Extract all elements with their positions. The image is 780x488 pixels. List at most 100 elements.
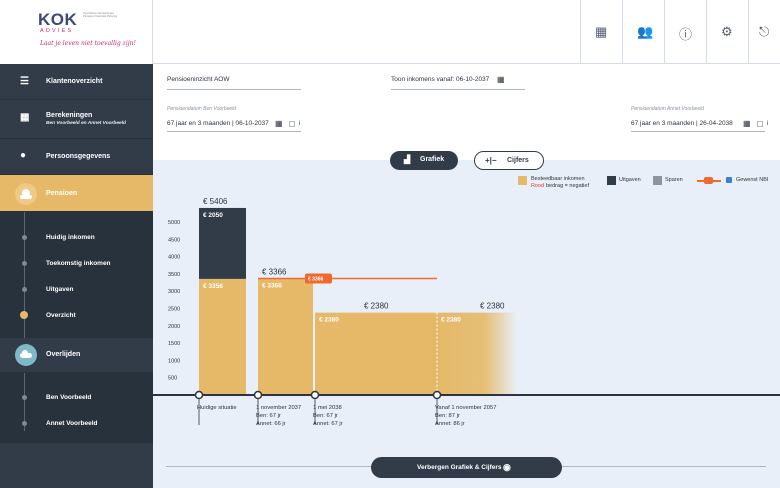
timeline-point (310, 390, 320, 400)
verbergen-grafiek-button[interactable]: Verbergen Grafiek & Cijfers ◉ (371, 457, 562, 478)
x-category-detail: Ben: 67 jr (313, 413, 338, 419)
bar-uitgaven (199, 207, 246, 279)
y-tick-label: 4000 (168, 255, 180, 261)
timeline-point (194, 390, 204, 400)
bar-besteedbaar-inkomen (315, 312, 437, 395)
annet-underline (631, 131, 765, 132)
calendar-icon[interactable]: ▦ (743, 119, 751, 128)
bar-label-uitgaven: € 2050 (203, 212, 223, 219)
calculator-button[interactable]: ▦ (580, 0, 622, 64)
annet-checkbox[interactable] (757, 121, 763, 127)
info-icon[interactable]: i (299, 120, 301, 127)
x-category-detail: Ben: 67 jr (256, 413, 281, 419)
y-tick-label: 3500 (168, 272, 180, 278)
x-category-detail: Annet: 86 jr (435, 421, 465, 427)
overlijden-subnav: Ben Voorbeeld Annet Voorbeeld (0, 373, 153, 443)
y-tick-label: 4500 (168, 237, 180, 243)
ben-pensioendatum-field[interactable]: 67 jaar en 3 maanden | 06-10-2037 (167, 120, 269, 127)
bar-total-label: € 2380 (364, 302, 389, 311)
bar-besteedbaar-inkomen (258, 278, 313, 395)
sidebar-item-berekeningen[interactable]: ▦ Berekeningen Ben Voorbeeld en Annet Vo… (0, 100, 153, 139)
calendar-icon[interactable]: ▦ (275, 119, 283, 128)
bar-total-label: € 5406 (203, 197, 228, 206)
bar-besteedbaar-inkomen (199, 278, 246, 395)
topbar: ▦ 👥 ⓘ ⚙ ⎋ (153, 0, 780, 64)
x-category-label: 1 november 2037 (256, 405, 301, 411)
logo-sub: ADVIES (40, 28, 74, 34)
sidebar-item-overlijden[interactable]: Overlijden (0, 338, 153, 373)
ben-checkbox[interactable] (289, 121, 295, 127)
toon-underline (391, 89, 525, 90)
x-category-label: Huidige situatie (197, 405, 237, 411)
bar-besteedbaar-inkomen (437, 312, 517, 395)
sidebar-item-label: Pensioen (46, 190, 78, 197)
cijfers-toggle-button[interactable]: +|− Cijfers (474, 151, 544, 170)
grafiek-toggle-button[interactable]: ▟ Grafiek (390, 151, 458, 170)
tagline: Laat je leven niet toevallig zijn! (40, 40, 136, 47)
x-category-label: 1 mei 2038 (313, 405, 342, 411)
y-tick-label: 2500 (168, 307, 180, 313)
ben-underline (167, 131, 301, 132)
gewenst-nbi-marker (305, 273, 332, 284)
pensioen-subnav: Huidig inkomen Toekomstig inkomen Uitgav… (0, 212, 153, 338)
y-tick-label: 1500 (168, 341, 180, 347)
y-tick-label: 1000 (168, 358, 180, 364)
cloud-icon (15, 344, 37, 366)
timeline-dot (22, 287, 27, 292)
sidebar-item-label: Berekeningen (46, 112, 93, 119)
y-tick-label: 5000 (168, 220, 180, 226)
legend-rood-rest: bedrag = negatief (546, 183, 589, 189)
timeline-dot (22, 261, 27, 266)
logo-text: KOK (38, 10, 78, 29)
scenario-select[interactable]: Pensioeninzicht AOW (167, 76, 230, 83)
info-icon[interactable]: i (767, 120, 769, 127)
y-tick-label: 500 (168, 376, 177, 382)
eye-icon: ◉ (503, 462, 511, 472)
annet-pensioendatum-field[interactable]: 67 jaar en 3 maanden | 26-04-2038 (631, 120, 733, 127)
logout-icon: ⎋ (759, 24, 770, 39)
sidebar-item-persoonsgegevens[interactable]: ● Persoonsgegevens (0, 139, 153, 175)
settings-icon: ⚙ (721, 24, 733, 39)
subnav-timeline (24, 373, 25, 431)
settings-button[interactable]: ⚙ (706, 0, 748, 64)
sidebar-item-label: Persoonsgegevens (46, 153, 111, 160)
timeline-dot (22, 395, 27, 400)
calculator-icon: ▦ (20, 112, 30, 123)
ben-pensioendatum-label: Pensioendatum Ben Voorbeeld (167, 106, 237, 112)
toon-inkomens-field[interactable]: Toon inkomens vanaf: 06-10-2037 (391, 76, 490, 83)
bar-label-besteedbaar: € 3356 (203, 283, 223, 290)
x-category-detail: Annet: 67 jr (313, 421, 343, 427)
help-button[interactable]: ⓘ (664, 0, 706, 64)
person-icon: ● (20, 150, 27, 161)
bar-total-label: € 3366 (262, 268, 287, 277)
subnav-timeline (24, 212, 25, 338)
timeline-point (253, 390, 263, 400)
timeline-dot (22, 421, 27, 426)
cijfers-label: Cijfers (507, 157, 529, 164)
bar-label-besteedbaar: € 2380 (441, 317, 461, 324)
bar-chart-icon: ▟ (404, 155, 411, 164)
sidebar-item-label: Overlijden (46, 351, 81, 358)
x-category-label: Vanaf 1 november 2057 (435, 405, 496, 411)
bar-label-besteedbaar: € 2380 (319, 317, 339, 324)
help-icon: ⓘ (679, 27, 693, 42)
users-button[interactable]: 👥 (622, 0, 664, 64)
logout-button[interactable]: ⎋ (748, 0, 780, 64)
timeline-point (432, 390, 442, 400)
sidebar-item-sublabel: Ben Voorbeeld en Annet Voorbeeld (46, 121, 126, 126)
logo-small-text: Hypotheken Verzekeringen Pensioen Financ… (83, 12, 118, 19)
x-category-detail: Ben: 87 jr (435, 413, 460, 419)
calendar-icon[interactable]: ▦ (497, 75, 505, 84)
legend-swatch-uitgaven (607, 176, 616, 185)
logo[interactable]: KOK ADVIES Hypotheken Verzekeringen Pens… (0, 0, 153, 64)
timeline-dot (22, 235, 27, 240)
timeline-dot-active (20, 311, 28, 319)
gewenst-checkbox[interactable] (726, 177, 732, 183)
plus-minus-icon: +|− (485, 156, 497, 165)
sidebar-item-pensioen[interactable]: Pensioen (0, 175, 153, 212)
sidebar: KOK ADVIES Hypotheken Verzekeringen Pens… (0, 0, 153, 488)
legend-gewenst: Gewenst NBI (736, 177, 769, 183)
legend-rood: Rood (531, 183, 545, 189)
y-tick-label: 2000 (168, 324, 180, 330)
sidebar-item-klantenoverzicht[interactable]: ☰ Klantenoverzicht (0, 64, 153, 100)
